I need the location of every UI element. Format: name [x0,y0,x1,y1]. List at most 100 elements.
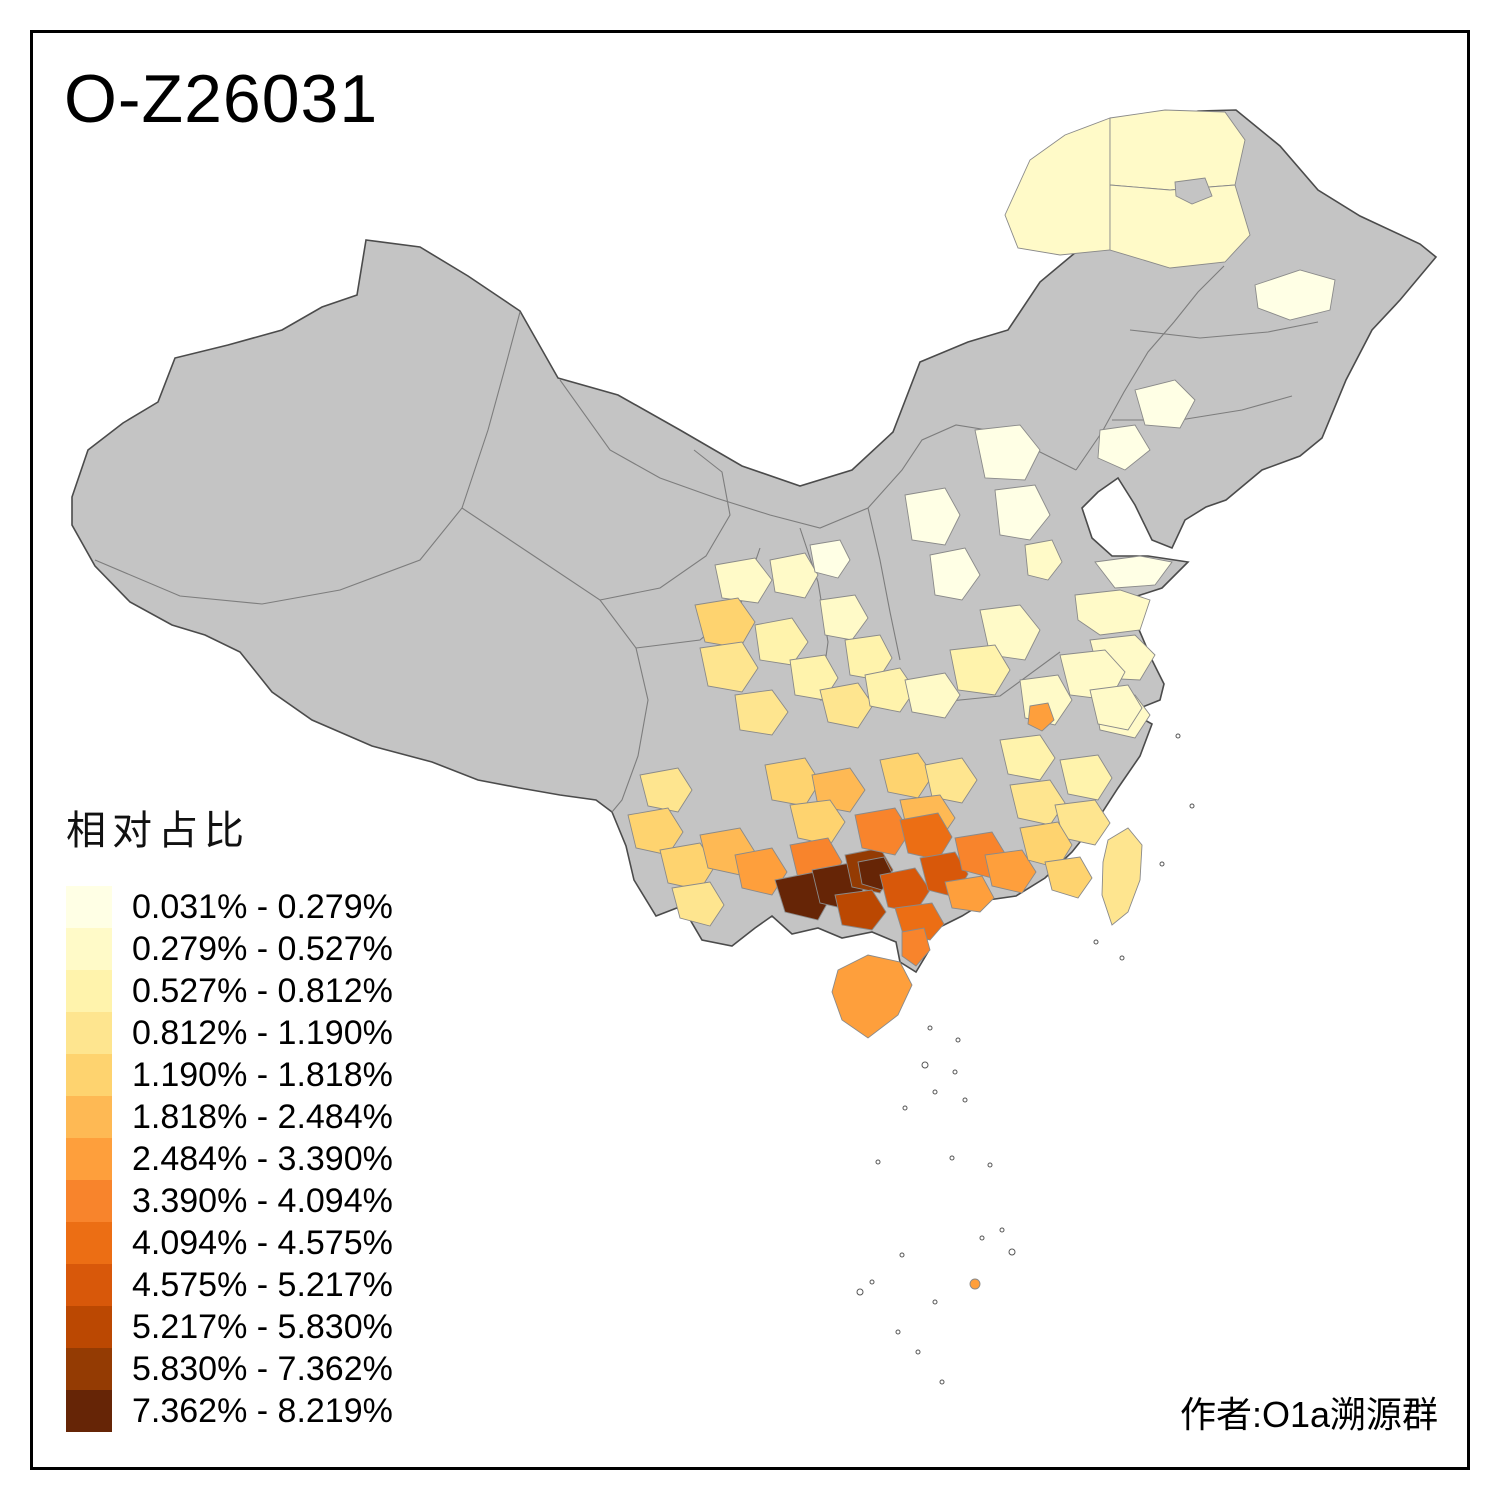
island-dot [899,1252,905,1258]
island-dot [1175,733,1181,739]
region-hebei-s [1024,539,1063,581]
region-xisha-islet [969,1278,981,1290]
legend-swatch [66,970,112,1012]
island-dot [932,1299,938,1305]
legend-label: 4.094% - 4.575% [132,1223,393,1262]
region-hainan-island [831,954,913,1039]
legend-label: 0.527% - 0.812% [132,971,393,1010]
legend-label: 0.812% - 1.190% [132,1013,393,1052]
region-shanxi-2 [929,547,981,601]
island-dot [1119,955,1125,961]
region-guizhou-s [789,799,846,846]
region-sichuan-w2 [699,641,759,693]
region-guangdong-e [1019,821,1073,869]
region-yunnan-s [671,881,725,927]
region-hebei [994,484,1051,541]
region-leizhou [901,927,931,967]
island-dot [895,1329,901,1335]
legend-swatch [66,1348,112,1390]
island-dot [979,1235,985,1241]
region-hubei-w [864,667,916,713]
region-hunan-c [924,757,978,804]
region-taiwan-island [1101,827,1143,926]
region-guangdong-w [944,875,995,913]
island-dot [932,1089,938,1095]
legend-swatch [66,1180,112,1222]
legend-label: 5.830% - 7.362% [132,1349,393,1388]
region-ningxia [809,539,851,579]
island-dot [952,1069,958,1075]
island-dot [915,1349,921,1355]
region-hunan-w [879,752,934,799]
region-shaanxi-2 [844,634,893,681]
region-beijing [974,424,1041,481]
region-fujian-n [1059,754,1113,801]
legend-row: 4.094% - 4.575% [66,1222,393,1264]
region-heilongjiang-w [1004,117,1111,256]
legend-rows: 0.031% - 0.279% 0.279% - 0.527% 0.527% - 0… [66,886,393,1432]
legend-title: 相对占比 [66,809,250,853]
legend-label: 3.390% - 4.094% [132,1181,393,1220]
region-guangxi-c [879,867,931,914]
legend-row: 0.812% - 1.190% [66,1012,393,1054]
credit: 作者:O1a溯源群 [1179,1394,1438,1435]
region-guangxi-nanning [834,889,887,931]
island-dot [962,1097,968,1103]
region-guangxi-ne [899,812,953,861]
legend-label: 4.575% - 5.217% [132,1265,393,1304]
legend-row: 5.830% - 7.362% [66,1348,393,1390]
island-dot [856,1288,864,1296]
region-yunnan-c [659,842,716,891]
legend-label: 7.362% - 8.219% [132,1391,393,1430]
region-shaanxi-1 [819,594,869,641]
small-islands [856,733,1195,1385]
legend-row: 5.217% - 5.830% [66,1306,393,1348]
legend-row: 4.575% - 5.217% [66,1264,393,1306]
region-guangdong-e2 [1044,856,1093,899]
island-dot [999,1227,1005,1233]
region-shanxi-1 [904,487,961,546]
region-heilongjiang-far-e [1254,269,1336,321]
region-jiangxi-n [999,734,1056,781]
legend-label: 1.818% - 2.484% [132,1097,393,1136]
region-shandong-pen [1094,555,1173,589]
region-guizhou-w [764,757,821,807]
legend-row: 3.390% - 4.094% [66,1180,393,1222]
island-dot [1189,803,1195,809]
legend-row: 7.362% - 8.219% [66,1390,393,1432]
region-pearl-delta [984,849,1037,894]
legend-swatch [66,886,112,928]
legend-row: 1.818% - 2.484% [66,1096,393,1138]
legend-swatch [66,928,112,970]
island-dot [869,1279,875,1285]
region-zhejiang [1089,684,1143,731]
region-shandong-1 [1074,589,1151,636]
island-dot [1008,1248,1016,1256]
region-jilin-2 [1097,424,1151,471]
island-dot [949,1155,955,1161]
legend-row: 2.484% - 3.390% [66,1138,393,1180]
map-title: O-Z26031 [64,61,379,137]
region-heilongjiang-n [1109,109,1246,191]
legend: 相对占比 0.031% - 0.279% 0.279% - 0.527% 0.527… [66,798,393,1432]
legend-swatch [66,1264,112,1306]
island-dot [875,1159,881,1165]
region-yunnan-nw [639,767,693,813]
legend-row: 0.031% - 0.279% [66,886,393,928]
legend-swatch [66,1306,112,1348]
region-sichuan-w1 [694,597,756,649]
region-henan-2 [949,644,1011,696]
island-dot [939,1379,945,1385]
legend-swatch [66,1222,112,1264]
region-jilin-1 [1134,379,1196,429]
legend-swatch [66,1096,112,1138]
island-dot [1159,861,1165,867]
island-dot [955,1037,961,1043]
legend-label: 0.031% - 0.279% [132,887,393,926]
island-dot [927,1025,933,1031]
region-chongqing [819,682,874,729]
legend-label: 2.484% - 3.390% [132,1139,393,1178]
region-sichuan-s [734,689,789,736]
legend-swatch [66,1054,112,1096]
